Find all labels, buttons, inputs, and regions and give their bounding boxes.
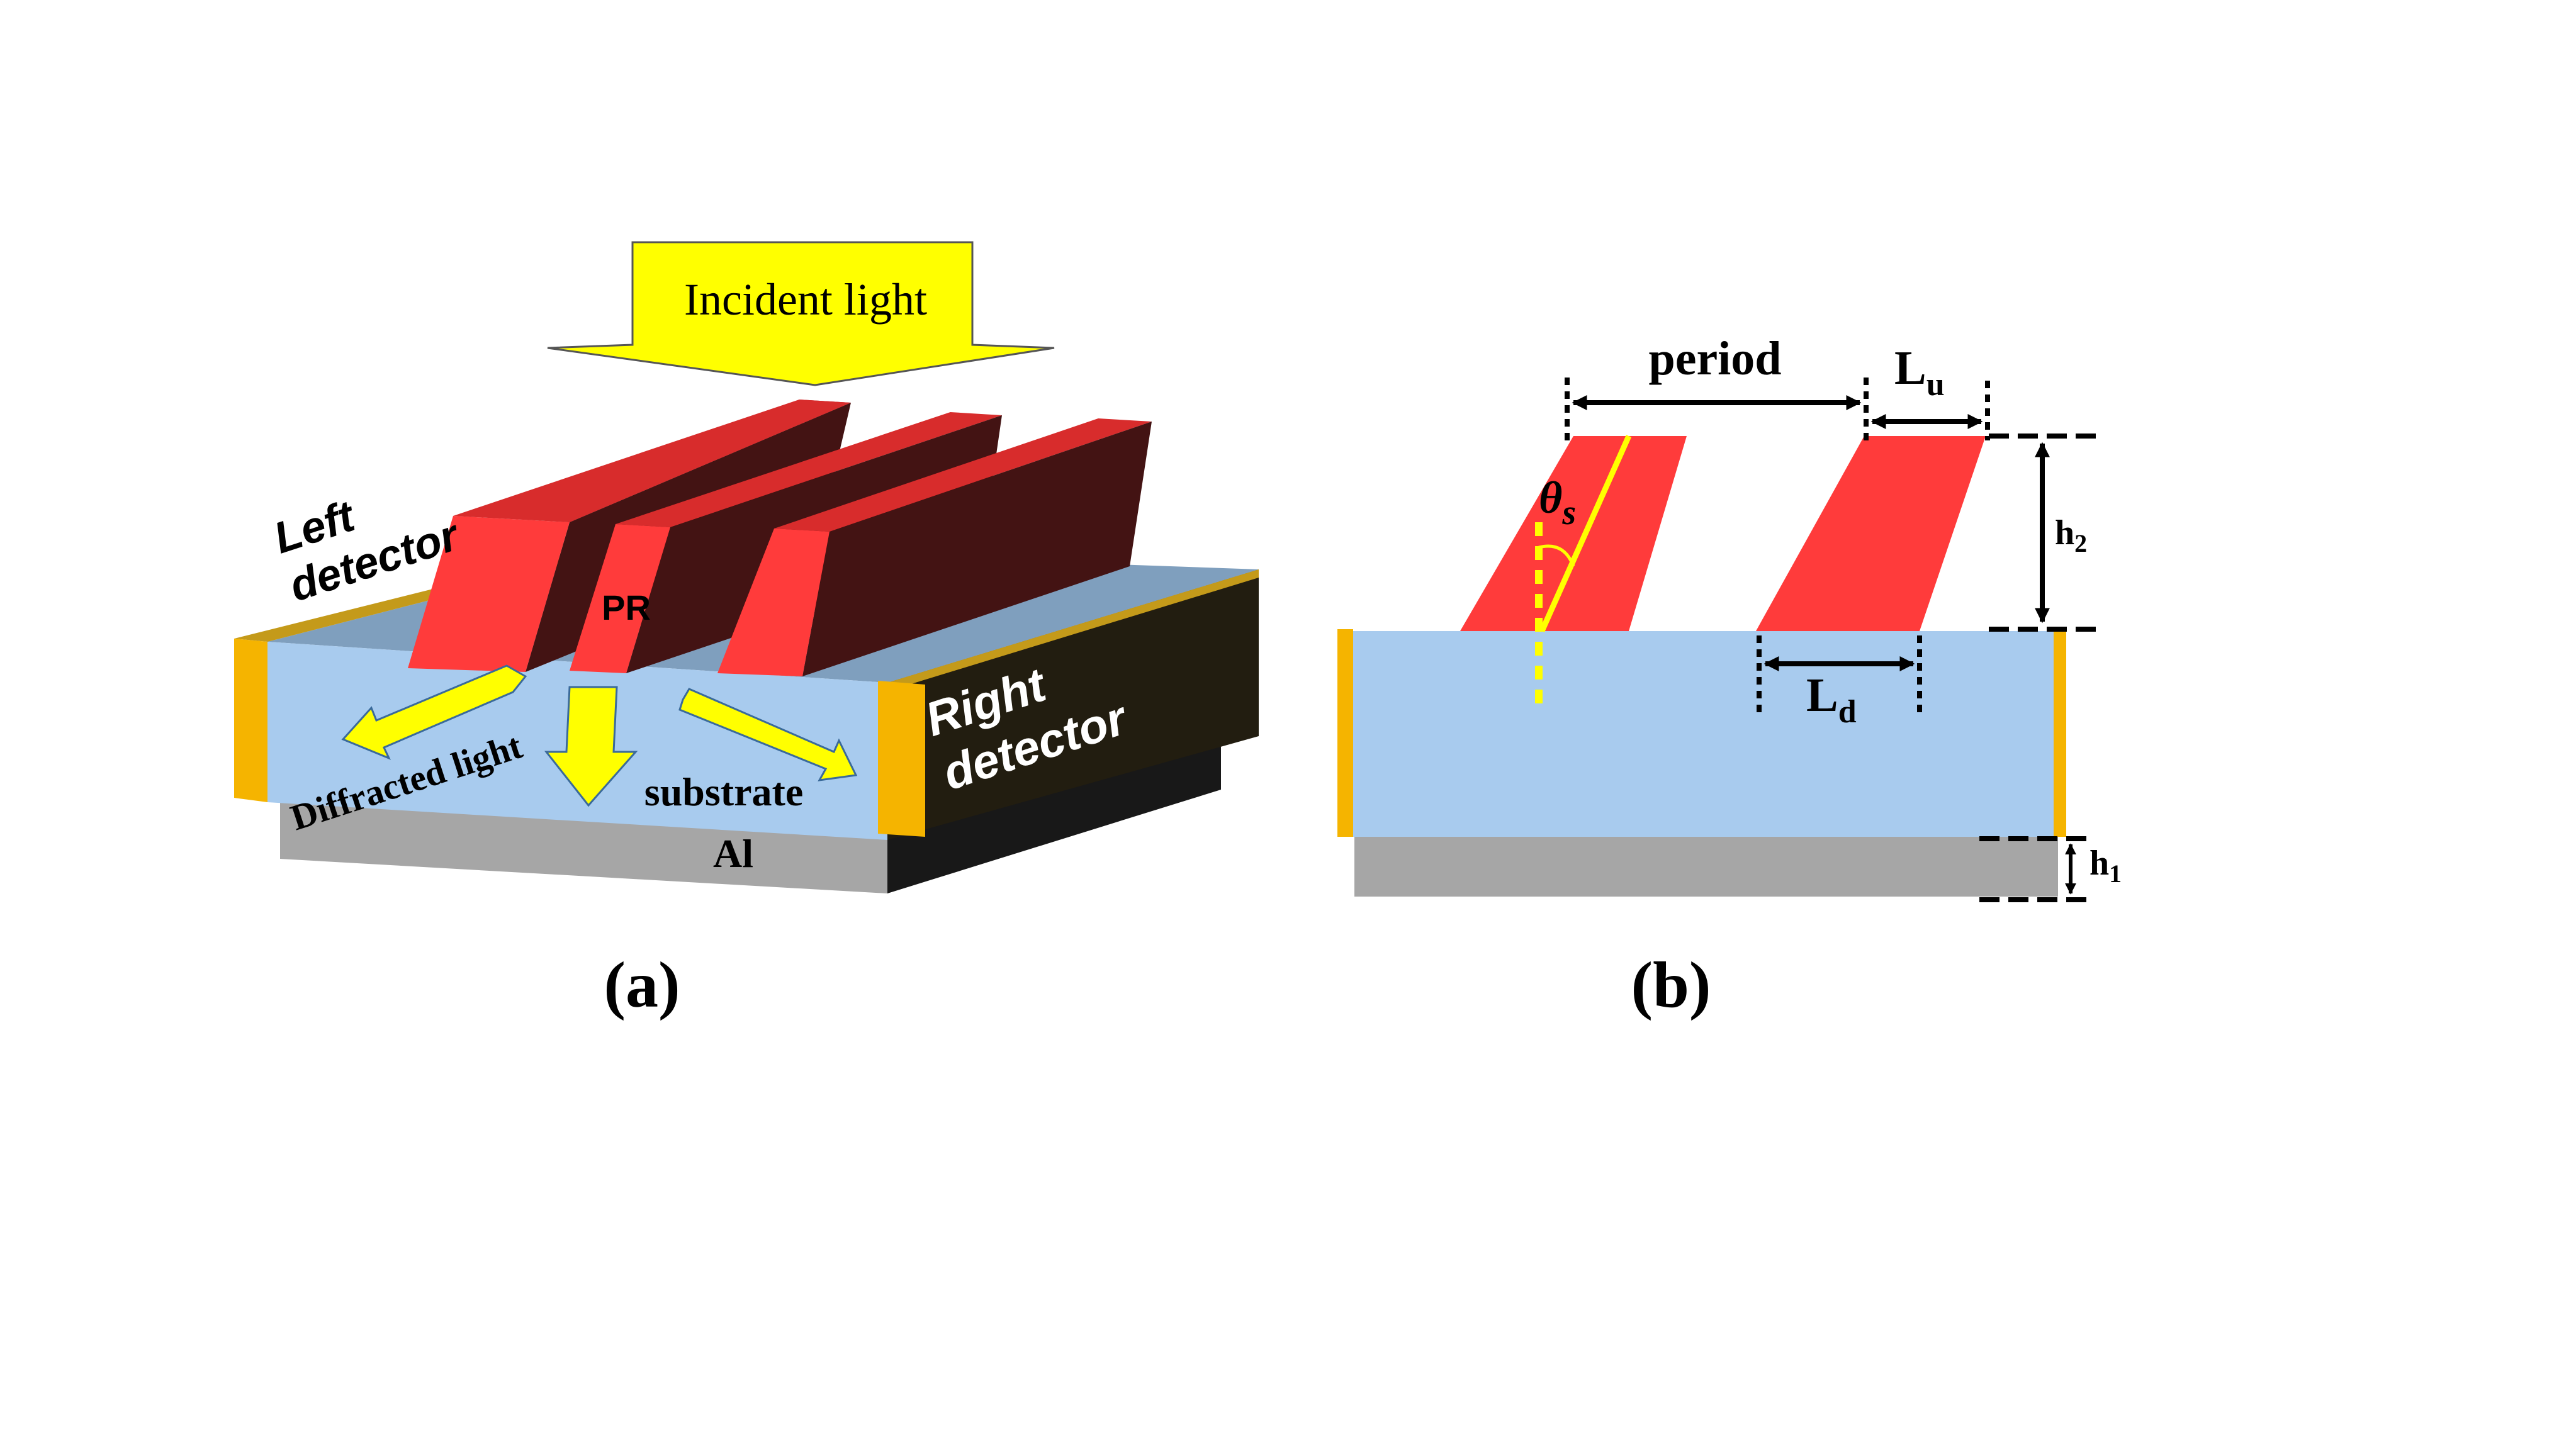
- grating-bar-b-1: [1460, 436, 1687, 631]
- al-block-right-side: [887, 736, 1221, 893]
- h2-label: h2: [2055, 513, 2087, 557]
- theta-arc: [1538, 544, 1575, 567]
- grating-bar-3-top: [802, 422, 1152, 676]
- incident-light-arrow: [547, 241, 1055, 386]
- substrate-cross-section: [1352, 631, 2060, 837]
- grating-bar-3-ridge: [774, 418, 1152, 532]
- panel-a-caption: (a): [604, 949, 680, 1021]
- lu-label: Lu: [1894, 342, 1945, 403]
- substrate-right-side: [887, 569, 1259, 840]
- right-detector: [878, 681, 925, 837]
- theta-s-label: θs: [1539, 473, 1576, 532]
- left-detector: [234, 639, 267, 802]
- grating-bar-1-front: [408, 516, 570, 672]
- period-label: period: [1648, 332, 1781, 385]
- al-label: Al: [713, 831, 753, 876]
- diffracted-arrow-down: [544, 686, 638, 807]
- left-detector-b: [1337, 629, 1353, 837]
- diffracted-arrow-left: [341, 664, 527, 760]
- grating-bar-3-front: [717, 529, 830, 676]
- grating-bar-b-2: [1756, 436, 1986, 631]
- h1-label: h1: [2089, 844, 2122, 888]
- panel-a: Incident light PR: [234, 241, 1259, 1021]
- pr-label: PR: [602, 588, 651, 627]
- diffracted-arrow-right: [678, 688, 858, 781]
- slant-line: [1539, 435, 1632, 632]
- al-layer: [280, 802, 887, 893]
- grating-bar-2-front: [570, 524, 670, 673]
- al-cross-section: [1354, 837, 2058, 897]
- incident-light-label: Incident light: [684, 274, 927, 325]
- grating-bar-1-ridge: [453, 400, 851, 522]
- right-detector-top-strip: [884, 569, 1259, 691]
- panel-b: θs period Lu h2 Ld h1: [1337, 332, 2122, 1021]
- panel-b-caption: (b): [1631, 949, 1711, 1021]
- right-detector-b: [2054, 631, 2066, 837]
- grating-bar-2-ridge: [616, 412, 1002, 527]
- substrate-label: substrate: [644, 769, 803, 814]
- ld-label: Ld: [1806, 669, 1857, 730]
